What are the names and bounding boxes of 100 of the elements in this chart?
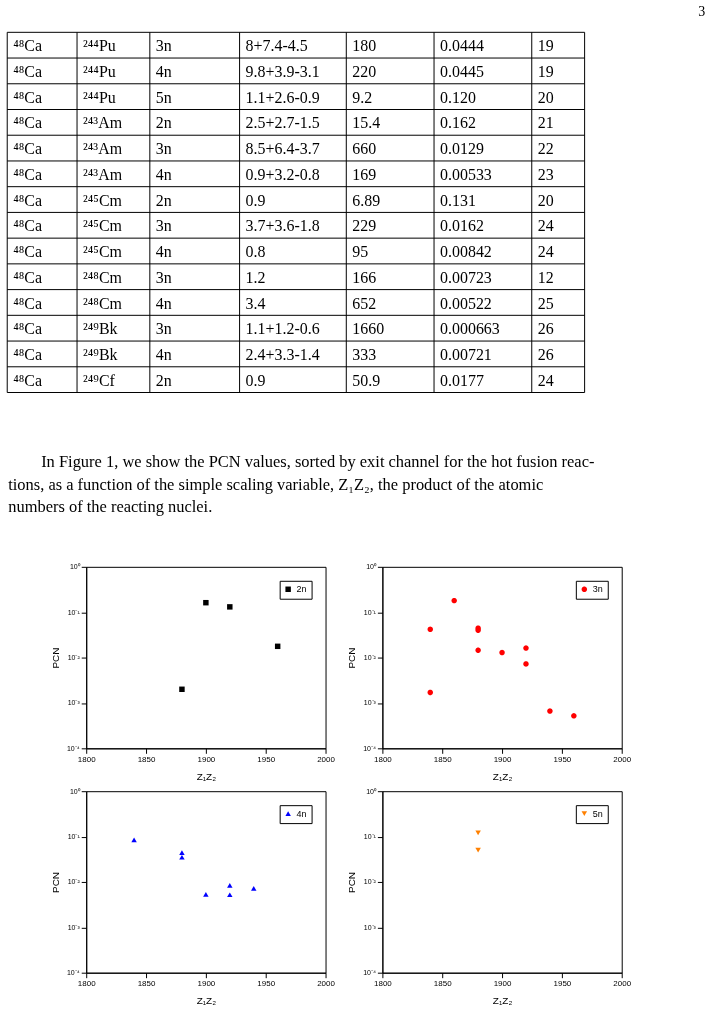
text: 24: [537, 217, 554, 235]
text: ⁴⁸Ca: [13, 191, 43, 209]
text: 2n: [155, 191, 172, 209]
text: 6.89: [352, 191, 381, 209]
point: [203, 891, 209, 897]
text: 0.0444: [440, 37, 484, 55]
text: 0.8: [245, 243, 266, 261]
text: 19: [537, 62, 554, 80]
legend-label: 2n: [296, 584, 307, 595]
x-tick-label: 1900: [197, 754, 216, 764]
x-tick-label: 1950: [553, 754, 572, 764]
text: 24: [537, 371, 554, 389]
text: 0.000663: [440, 320, 500, 338]
text: 15.4: [352, 114, 381, 132]
text: ⁴⁸Ca: [13, 62, 43, 80]
text: 660: [352, 140, 377, 158]
text: 20: [537, 88, 554, 106]
text: 4n: [155, 294, 172, 312]
text: 0.9+3.2-0.8: [245, 165, 320, 183]
text: 1.1+2.6-0.9: [245, 88, 320, 106]
text: 50.9: [352, 371, 381, 389]
text: 0.0129: [440, 140, 484, 158]
text: 12: [537, 268, 554, 286]
y-axis-title: PCN: [49, 647, 61, 669]
text: ⁴⁸Ca: [13, 165, 43, 183]
text: 5n: [155, 88, 172, 106]
text: 23: [537, 165, 554, 183]
point: [179, 686, 185, 693]
point: [427, 626, 433, 633]
text: ²⁴⁴Pu: [83, 62, 116, 80]
text: 652: [352, 294, 377, 312]
y-axis-title: PCN: [346, 871, 358, 893]
text: ²⁴³Am: [83, 114, 123, 132]
x-tick-label: 1900: [197, 979, 216, 989]
text: ⁴⁸Ca: [13, 243, 43, 261]
text: 0.0445: [440, 62, 484, 80]
point: [179, 854, 185, 860]
text: ²⁴⁹Bk: [83, 346, 118, 363]
x-tick-label: 1850: [433, 979, 453, 989]
point: [451, 597, 457, 604]
x-axis-title: Z₁Z₂: [492, 995, 513, 1007]
text: 333: [352, 346, 377, 363]
point: [571, 713, 577, 719]
text: 95: [352, 243, 369, 261]
point: [131, 837, 137, 843]
text: In Figure 1, we show the PCN values, sorted by exit channel for the hot fusion reac-: [41, 452, 595, 472]
text: ⁴⁸Ca: [13, 37, 43, 55]
x-axis-title: Z₁Z₂: [196, 995, 217, 1007]
text: 0.162: [440, 114, 476, 132]
text: ⁴⁸Ca: [13, 217, 43, 235]
text: 0.00522: [440, 294, 492, 312]
text: 0.0177: [440, 371, 484, 389]
x-tick-label: 1800: [374, 979, 393, 989]
text: 2.5+2.7-1.5: [245, 114, 320, 132]
text: 4n: [155, 243, 172, 261]
x-axis-title: Z₁Z₂: [492, 770, 513, 782]
text: 3n: [155, 268, 172, 286]
text: 4n: [155, 165, 172, 183]
text: 26: [537, 346, 554, 363]
x-tick-label: 1900: [493, 754, 512, 764]
text: 3: [698, 4, 706, 20]
text: 0.0162: [440, 217, 484, 235]
text: 0.00842: [440, 243, 492, 261]
text: 166: [352, 268, 377, 286]
x-tick-label: 1950: [553, 979, 572, 989]
text: ²⁴⁸Cm: [83, 268, 122, 286]
text: ⁴⁸Ca: [13, 371, 43, 389]
x-tick-label: 1800: [77, 979, 97, 989]
point: [499, 649, 505, 656]
text: tions, as a function of the simple scaling variable, Z₁Z₂, the product of the atomic: [8, 474, 544, 494]
text: ²⁴⁵Cm: [83, 243, 122, 261]
text: 20: [537, 191, 554, 209]
x-tick-label: 1850: [137, 979, 156, 989]
text: 3n: [155, 320, 172, 338]
text: 2n: [155, 371, 172, 389]
text: ²⁴⁹Cf: [83, 371, 115, 389]
x-tick-label: 1850: [433, 754, 453, 764]
legend-label: 3n: [592, 584, 603, 595]
text: 0.00723: [440, 268, 492, 286]
text: 3.4: [245, 294, 266, 312]
point: [523, 645, 529, 651]
text: 3n: [155, 37, 172, 55]
text: 0.00721: [440, 346, 492, 363]
text: 2n: [155, 114, 172, 132]
text: ²⁴⁴Pu: [83, 88, 116, 106]
text: ²⁴⁴Pu: [83, 37, 116, 55]
point: [227, 892, 233, 898]
text: 3n: [155, 217, 172, 235]
text: 169: [352, 165, 377, 183]
x-tick-label: 1800: [77, 754, 97, 764]
x-tick-label: 2000: [613, 754, 632, 764]
text: ²⁴³Am: [83, 165, 123, 183]
text: 4n: [155, 62, 172, 80]
legend-label: 4n: [296, 808, 307, 819]
text: numbers of the reacting nuclei.: [8, 496, 213, 516]
text: 0.131: [440, 191, 476, 209]
text: ⁴⁸Ca: [13, 88, 43, 106]
text: 8.5+6.4-3.7: [245, 140, 320, 158]
text: 19: [537, 37, 554, 55]
text: 9.2: [352, 88, 373, 106]
